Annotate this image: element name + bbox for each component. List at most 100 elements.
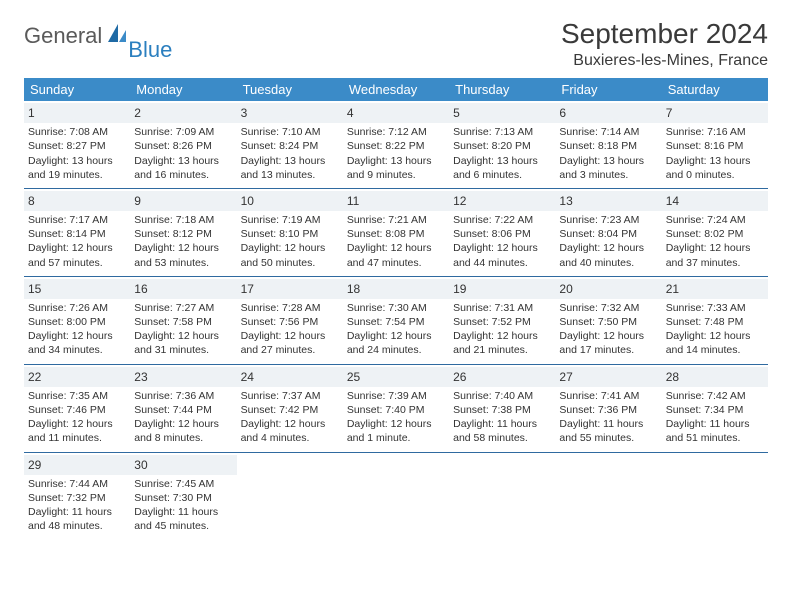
calendar-day-cell xyxy=(343,452,449,539)
sunrise-line: Sunrise: 7:18 AM xyxy=(134,213,232,227)
daylight-line-1: Daylight: 13 hours xyxy=(347,154,445,168)
sunrise-line: Sunrise: 7:08 AM xyxy=(28,125,126,139)
weekday-header: Thursday xyxy=(449,78,555,101)
sunset-line: Sunset: 8:10 PM xyxy=(241,227,339,241)
calendar-day-cell: 26Sunrise: 7:40 AMSunset: 7:38 PMDayligh… xyxy=(449,364,555,452)
logo-blue: Blue xyxy=(128,37,172,63)
sunrise-line: Sunrise: 7:37 AM xyxy=(241,389,339,403)
day-number: 11 xyxy=(343,191,449,211)
weekday-header: Friday xyxy=(555,78,661,101)
weekday-header: Saturday xyxy=(662,78,768,101)
weekday-header: Sunday xyxy=(24,78,130,101)
calendar-day-cell: 20Sunrise: 7:32 AMSunset: 7:50 PMDayligh… xyxy=(555,276,661,364)
day-number: 26 xyxy=(449,367,555,387)
weekday-header: Tuesday xyxy=(237,78,343,101)
daylight-line-1: Daylight: 13 hours xyxy=(453,154,551,168)
sunrise-line: Sunrise: 7:12 AM xyxy=(347,125,445,139)
calendar-day-cell: 9Sunrise: 7:18 AMSunset: 8:12 PMDaylight… xyxy=(130,188,236,276)
sunrise-line: Sunrise: 7:30 AM xyxy=(347,301,445,315)
daylight-line-2: and 0 minutes. xyxy=(666,168,764,182)
daylight-line-1: Daylight: 12 hours xyxy=(28,241,126,255)
weekday-header: Monday xyxy=(130,78,236,101)
day-number: 23 xyxy=(130,367,236,387)
sunrise-line: Sunrise: 7:31 AM xyxy=(453,301,551,315)
daylight-line-1: Daylight: 12 hours xyxy=(347,241,445,255)
calendar-day-cell: 4Sunrise: 7:12 AMSunset: 8:22 PMDaylight… xyxy=(343,101,449,188)
day-number: 3 xyxy=(237,103,343,123)
daylight-line-1: Daylight: 12 hours xyxy=(559,241,657,255)
calendar-day-cell xyxy=(449,452,555,539)
calendar-day-cell: 15Sunrise: 7:26 AMSunset: 8:00 PMDayligh… xyxy=(24,276,130,364)
daylight-line-2: and 4 minutes. xyxy=(241,431,339,445)
daylight-line-1: Daylight: 12 hours xyxy=(241,417,339,431)
day-number: 2 xyxy=(130,103,236,123)
calendar-day-cell: 30Sunrise: 7:45 AMSunset: 7:30 PMDayligh… xyxy=(130,452,236,539)
daylight-line-2: and 11 minutes. xyxy=(28,431,126,445)
day-number: 25 xyxy=(343,367,449,387)
day-number: 10 xyxy=(237,191,343,211)
calendar-week-row: 22Sunrise: 7:35 AMSunset: 7:46 PMDayligh… xyxy=(24,364,768,452)
calendar-day-cell: 12Sunrise: 7:22 AMSunset: 8:06 PMDayligh… xyxy=(449,188,555,276)
day-number: 16 xyxy=(130,279,236,299)
sunset-line: Sunset: 7:44 PM xyxy=(134,403,232,417)
day-number: 21 xyxy=(662,279,768,299)
sunrise-line: Sunrise: 7:39 AM xyxy=(347,389,445,403)
sunrise-line: Sunrise: 7:26 AM xyxy=(28,301,126,315)
sunset-line: Sunset: 8:12 PM xyxy=(134,227,232,241)
daylight-line-1: Daylight: 12 hours xyxy=(453,329,551,343)
sunset-line: Sunset: 7:54 PM xyxy=(347,315,445,329)
sunset-line: Sunset: 7:56 PM xyxy=(241,315,339,329)
daylight-line-1: Daylight: 11 hours xyxy=(559,417,657,431)
daylight-line-1: Daylight: 12 hours xyxy=(134,329,232,343)
weekday-header-row: Sunday Monday Tuesday Wednesday Thursday… xyxy=(24,78,768,101)
daylight-line-2: and 37 minutes. xyxy=(666,256,764,270)
day-number: 18 xyxy=(343,279,449,299)
calendar-day-cell: 17Sunrise: 7:28 AMSunset: 7:56 PMDayligh… xyxy=(237,276,343,364)
sunset-line: Sunset: 7:32 PM xyxy=(28,491,126,505)
sunset-line: Sunset: 8:16 PM xyxy=(666,139,764,153)
day-number: 29 xyxy=(24,455,130,475)
calendar-day-cell: 6Sunrise: 7:14 AMSunset: 8:18 PMDaylight… xyxy=(555,101,661,188)
daylight-line-2: and 47 minutes. xyxy=(347,256,445,270)
day-number: 27 xyxy=(555,367,661,387)
calendar-day-cell: 28Sunrise: 7:42 AMSunset: 7:34 PMDayligh… xyxy=(662,364,768,452)
calendar-day-cell: 2Sunrise: 7:09 AMSunset: 8:26 PMDaylight… xyxy=(130,101,236,188)
daylight-line-2: and 3 minutes. xyxy=(559,168,657,182)
sunrise-line: Sunrise: 7:44 AM xyxy=(28,477,126,491)
daylight-line-1: Daylight: 12 hours xyxy=(241,241,339,255)
day-number: 24 xyxy=(237,367,343,387)
sunrise-line: Sunrise: 7:36 AM xyxy=(134,389,232,403)
calendar-day-cell: 24Sunrise: 7:37 AMSunset: 7:42 PMDayligh… xyxy=(237,364,343,452)
calendar-day-cell: 1Sunrise: 7:08 AMSunset: 8:27 PMDaylight… xyxy=(24,101,130,188)
sail-icon xyxy=(106,22,128,49)
sunrise-line: Sunrise: 7:27 AM xyxy=(134,301,232,315)
daylight-line-1: Daylight: 12 hours xyxy=(666,329,764,343)
daylight-line-2: and 58 minutes. xyxy=(453,431,551,445)
daylight-line-2: and 57 minutes. xyxy=(28,256,126,270)
day-number: 8 xyxy=(24,191,130,211)
daylight-line-2: and 19 minutes. xyxy=(28,168,126,182)
calendar-day-cell: 8Sunrise: 7:17 AMSunset: 8:14 PMDaylight… xyxy=(24,188,130,276)
day-number: 19 xyxy=(449,279,555,299)
sunset-line: Sunset: 8:04 PM xyxy=(559,227,657,241)
sunset-line: Sunset: 8:27 PM xyxy=(28,139,126,153)
sunset-line: Sunset: 8:02 PM xyxy=(666,227,764,241)
calendar-day-cell: 19Sunrise: 7:31 AMSunset: 7:52 PMDayligh… xyxy=(449,276,555,364)
sunrise-line: Sunrise: 7:35 AM xyxy=(28,389,126,403)
weekday-header: Wednesday xyxy=(343,78,449,101)
daylight-line-2: and 27 minutes. xyxy=(241,343,339,357)
sunset-line: Sunset: 8:00 PM xyxy=(28,315,126,329)
location: Buxieres-les-Mines, France xyxy=(561,52,768,70)
calendar-day-cell: 10Sunrise: 7:19 AMSunset: 8:10 PMDayligh… xyxy=(237,188,343,276)
daylight-line-2: and 53 minutes. xyxy=(134,256,232,270)
sunrise-line: Sunrise: 7:09 AM xyxy=(134,125,232,139)
sunrise-line: Sunrise: 7:33 AM xyxy=(666,301,764,315)
calendar-day-cell xyxy=(662,452,768,539)
sunset-line: Sunset: 7:36 PM xyxy=(559,403,657,417)
calendar-day-cell: 29Sunrise: 7:44 AMSunset: 7:32 PMDayligh… xyxy=(24,452,130,539)
day-number: 9 xyxy=(130,191,236,211)
calendar-week-row: 8Sunrise: 7:17 AMSunset: 8:14 PMDaylight… xyxy=(24,188,768,276)
sunset-line: Sunset: 8:22 PM xyxy=(347,139,445,153)
sunset-line: Sunset: 8:20 PM xyxy=(453,139,551,153)
sunset-line: Sunset: 7:58 PM xyxy=(134,315,232,329)
